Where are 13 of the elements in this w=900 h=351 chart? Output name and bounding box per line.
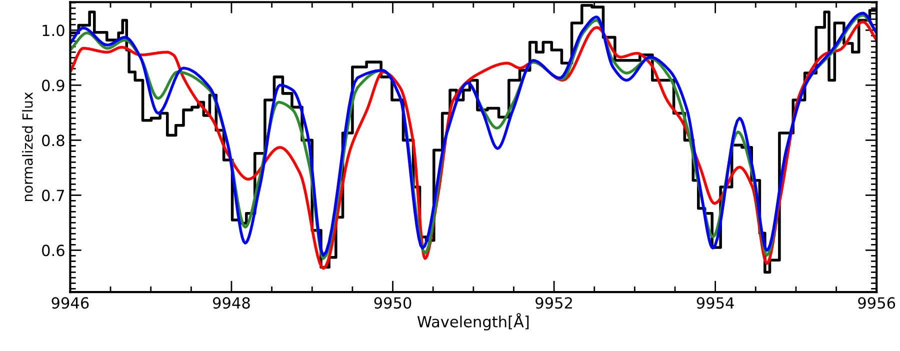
y-tick-label: 0.6 xyxy=(42,244,64,256)
x-axis-title: Wavelength[Å] xyxy=(417,313,529,330)
x-tick-label: 9948 xyxy=(213,297,250,309)
x-tick-label: 9946 xyxy=(52,297,89,309)
x-tick-label: 9950 xyxy=(374,297,412,309)
y-tick-label: 0.8 xyxy=(42,134,64,146)
y-tick-label: 1.0 xyxy=(42,24,64,36)
x-tick-label: 9956 xyxy=(858,297,896,309)
x-tick-label: 9954 xyxy=(696,297,734,309)
x-tick-label: 9952 xyxy=(536,297,572,309)
y-axis-title: normalized Flux xyxy=(22,92,33,202)
y-tick-label: 0.9 xyxy=(42,80,64,92)
y-tick-label: 0.7 xyxy=(42,190,64,202)
